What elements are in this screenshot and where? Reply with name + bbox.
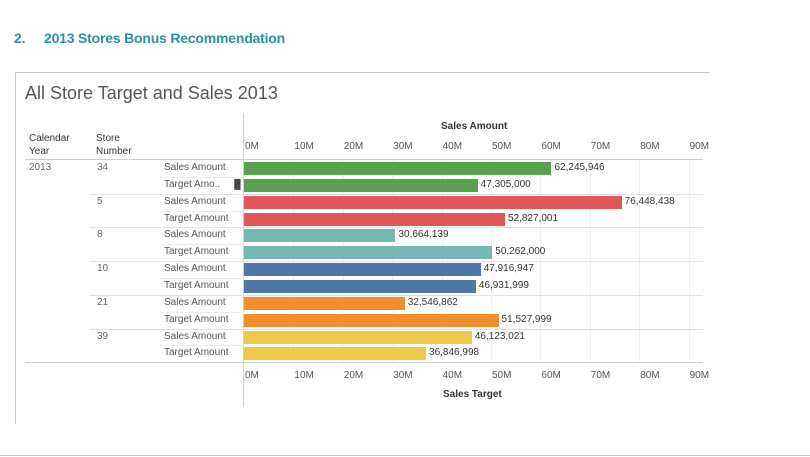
bottom-tick-label: 0M: [245, 370, 259, 381]
row-divider: [160, 277, 244, 279]
bottom-axis-title: Sales Target: [443, 389, 502, 400]
section-number: 2.: [14, 30, 26, 46]
y-axis-line: [243, 113, 244, 407]
top-tick-label: 90M: [689, 141, 710, 152]
store-number-label: 21: [97, 296, 109, 308]
bar-10-target: [244, 279, 476, 293]
data-label: 46,931,999: [478, 279, 529, 291]
top-tick-label: 10M: [294, 141, 314, 152]
bar-5-target: [244, 212, 505, 226]
bottom-tick-label: 30M: [393, 370, 413, 381]
store-number-label: 34: [97, 162, 109, 173]
bar-10-sales: [244, 263, 481, 277]
bottom-tick-label: 20M: [343, 370, 364, 381]
row-divider: [160, 210, 244, 212]
measure-label: Target Amo..: [164, 178, 221, 190]
measure-label: Target Amount: [164, 347, 229, 359]
dashboard-frame: [15, 72, 710, 424]
bar-8-sales: [244, 229, 396, 243]
measure-label: Target Amount: [164, 246, 229, 258]
row-divider: [160, 345, 244, 347]
data-label: 36,846,998: [429, 347, 480, 359]
calendar-year-header: Calendar Year: [29, 133, 70, 157]
row-divider: [160, 176, 244, 178]
store-divider: [90, 193, 703, 195]
header-rule: [25, 159, 703, 160]
measure-label: Sales Amount: [164, 229, 226, 241]
section-title: 2013 Stores Bonus Recommendation: [44, 30, 285, 46]
top-tick-label: 40M: [442, 141, 463, 152]
measure-label: Target Amount: [164, 313, 229, 325]
bar-21-target: [244, 313, 499, 327]
data-label: 50,262,000: [495, 246, 546, 258]
top-tick-label: 20M: [343, 141, 364, 152]
data-label: 46,123,021: [474, 330, 525, 342]
data-label: 30,664,139: [398, 229, 449, 241]
measure-label: Sales Amount: [164, 296, 226, 308]
data-label: 76,448,438: [624, 195, 675, 207]
store-number-label: 8: [97, 229, 103, 241]
measure-label: Target Amount: [164, 212, 229, 224]
top-axis-title: Sales Amount: [441, 121, 508, 132]
bar-39-sales: [244, 330, 472, 344]
bar-8-target: [244, 246, 493, 260]
top-tick-label: 80M: [640, 141, 660, 152]
bottom-tick-label: 70M: [590, 370, 611, 381]
data-label: 52,827,001: [507, 212, 559, 224]
measure-label: Sales Amount: [164, 195, 226, 207]
store-number-header: Store Number: [96, 133, 132, 157]
measure-label: Sales Amount: [164, 330, 226, 342]
store-divider: [90, 261, 703, 263]
bottom-tick-label: 40M: [442, 370, 463, 381]
store-number-label: 10: [97, 263, 109, 275]
data-label: 47,916,947: [483, 263, 534, 275]
year-label: 2013: [29, 162, 52, 173]
bar-5-sales: [244, 195, 622, 209]
section-heading: 2. 2013 Stores Bonus Recommendation: [14, 30, 285, 46]
data-label: 51,527,999: [501, 313, 552, 325]
bottom-tick-label: 60M: [541, 370, 561, 381]
dashboard-title: All Store Target and Sales 2013: [25, 83, 278, 103]
top-tick-label: 70M: [590, 141, 611, 152]
measure-label: Sales Amount: [164, 263, 226, 275]
store-divider: [90, 227, 703, 229]
measure-label: Sales Amount: [164, 162, 226, 173]
top-tick-label: 30M: [393, 141, 413, 152]
bar-34-target: [244, 178, 478, 192]
bar-21-sales: [244, 296, 405, 310]
measure-label: Target Amount: [164, 279, 229, 291]
bottom-tick-label: 50M: [492, 370, 512, 381]
bottom-tick-label: 80M: [640, 370, 660, 381]
store-number-label: 5: [97, 195, 103, 207]
store-divider: [90, 294, 703, 296]
row-divider: [160, 244, 244, 246]
top-tick-label: 60M: [541, 141, 561, 152]
top-tick-label: 0M: [245, 141, 259, 152]
bar-chart-icon: ▐▌: [231, 178, 244, 189]
store-number-label: 39: [97, 330, 109, 342]
bar-39-target: [244, 347, 427, 361]
data-label: 47,305,000: [480, 178, 531, 190]
top-tick-label: 50M: [492, 141, 512, 152]
row-divider: [160, 311, 244, 313]
page-bottom-rule: [0, 455, 810, 456]
bottom-tick-label: 10M: [294, 370, 314, 381]
bottom-tick-label: 90M: [689, 370, 710, 381]
bar-34-sales: [244, 162, 552, 175]
data-label: 62,245,946: [554, 162, 605, 173]
chart-bottom-rule: [25, 362, 703, 364]
store-divider: [90, 328, 703, 330]
data-label: 32,546,862: [407, 296, 458, 308]
